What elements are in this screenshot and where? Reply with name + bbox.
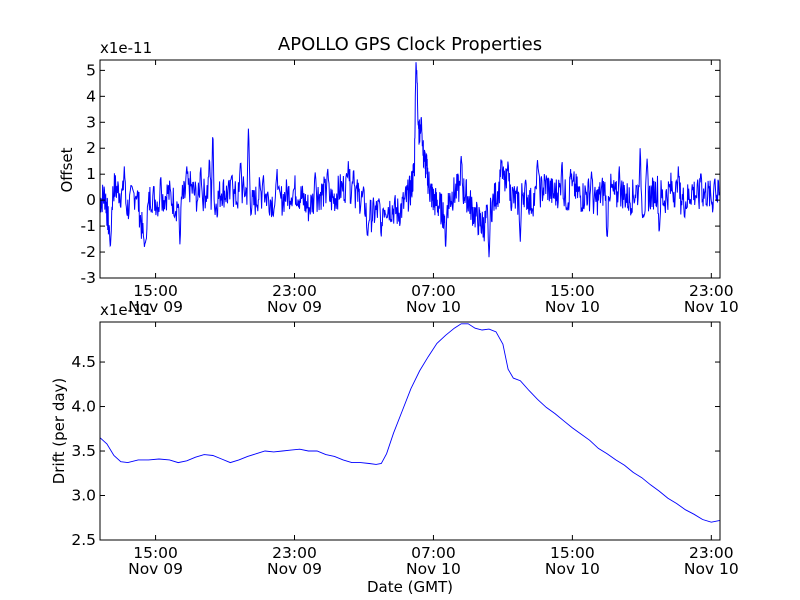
plot-frame xyxy=(99,59,721,279)
offset-y-axis-label: Offset xyxy=(58,147,76,192)
x-tick-date-label: Nov 10 xyxy=(545,298,600,316)
y-tick-label: 3.5 xyxy=(71,442,96,460)
x-tick-date-label: Nov 10 xyxy=(684,560,739,578)
x-axis-label: Date (GMT) xyxy=(367,578,453,596)
x-tick-time-label: 23:00 xyxy=(272,544,317,562)
x-tick-time-label: 23:00 xyxy=(272,282,317,300)
y-tick-label: 4 xyxy=(86,87,96,105)
plot-frame xyxy=(99,321,721,541)
x-tick-date-label: Nov 09 xyxy=(128,560,183,578)
x-tick-date-label: Nov 10 xyxy=(684,298,739,316)
x-tick-date-label: Nov 10 xyxy=(406,298,461,316)
y-tick-label: 5 xyxy=(86,61,96,79)
drift-panel: x1e-11 Drift (per day) 2.5 3.0 3.5 4.0 4.5 15… xyxy=(50,301,739,578)
x-tick-time-label: 15:00 xyxy=(133,282,178,300)
x-tick-time-label: 15:00 xyxy=(550,282,595,300)
x-tick-time-label: 23:00 xyxy=(689,282,734,300)
y-tick-label: 3 xyxy=(86,113,96,131)
y-tick-label: 2 xyxy=(86,139,96,157)
x-tick-date-label: Nov 09 xyxy=(128,298,183,316)
x-tick-date-label: Nov 10 xyxy=(406,560,461,578)
y-tick-label: 1 xyxy=(86,165,96,183)
x-tick-time-label: 07:00 xyxy=(411,282,456,300)
y-tick-label: 3.0 xyxy=(71,487,96,505)
y-tick-label: 2.5 xyxy=(71,531,96,549)
drift-multiplier-label: x1e-11 xyxy=(100,301,152,319)
series-line xyxy=(100,62,720,258)
x-tick-time-label: 23:00 xyxy=(689,544,734,562)
offset-multiplier-label: x1e-11 xyxy=(100,39,152,57)
x-tick-time-label: 15:00 xyxy=(550,544,595,562)
y-tick-label: -2 xyxy=(81,243,96,261)
x-tick-date-label: Nov 09 xyxy=(267,560,322,578)
x-tick-time-label: 15:00 xyxy=(133,544,178,562)
x-tick-time-label: 07:00 xyxy=(411,544,456,562)
y-tick-label: -1 xyxy=(81,217,96,235)
x-tick-date-label: Nov 10 xyxy=(545,560,600,578)
y-tick-label: 4.0 xyxy=(71,398,96,416)
series-line xyxy=(100,323,720,523)
y-tick-label: 4.5 xyxy=(71,353,96,371)
y-tick-label: 0 xyxy=(86,191,96,209)
chart-title: APOLLO GPS Clock Properties xyxy=(278,34,542,55)
x-tick-date-label: Nov 09 xyxy=(267,298,322,316)
drift-y-axis-label: Drift (per day) xyxy=(50,378,68,485)
y-tick-label: -3 xyxy=(81,269,96,287)
